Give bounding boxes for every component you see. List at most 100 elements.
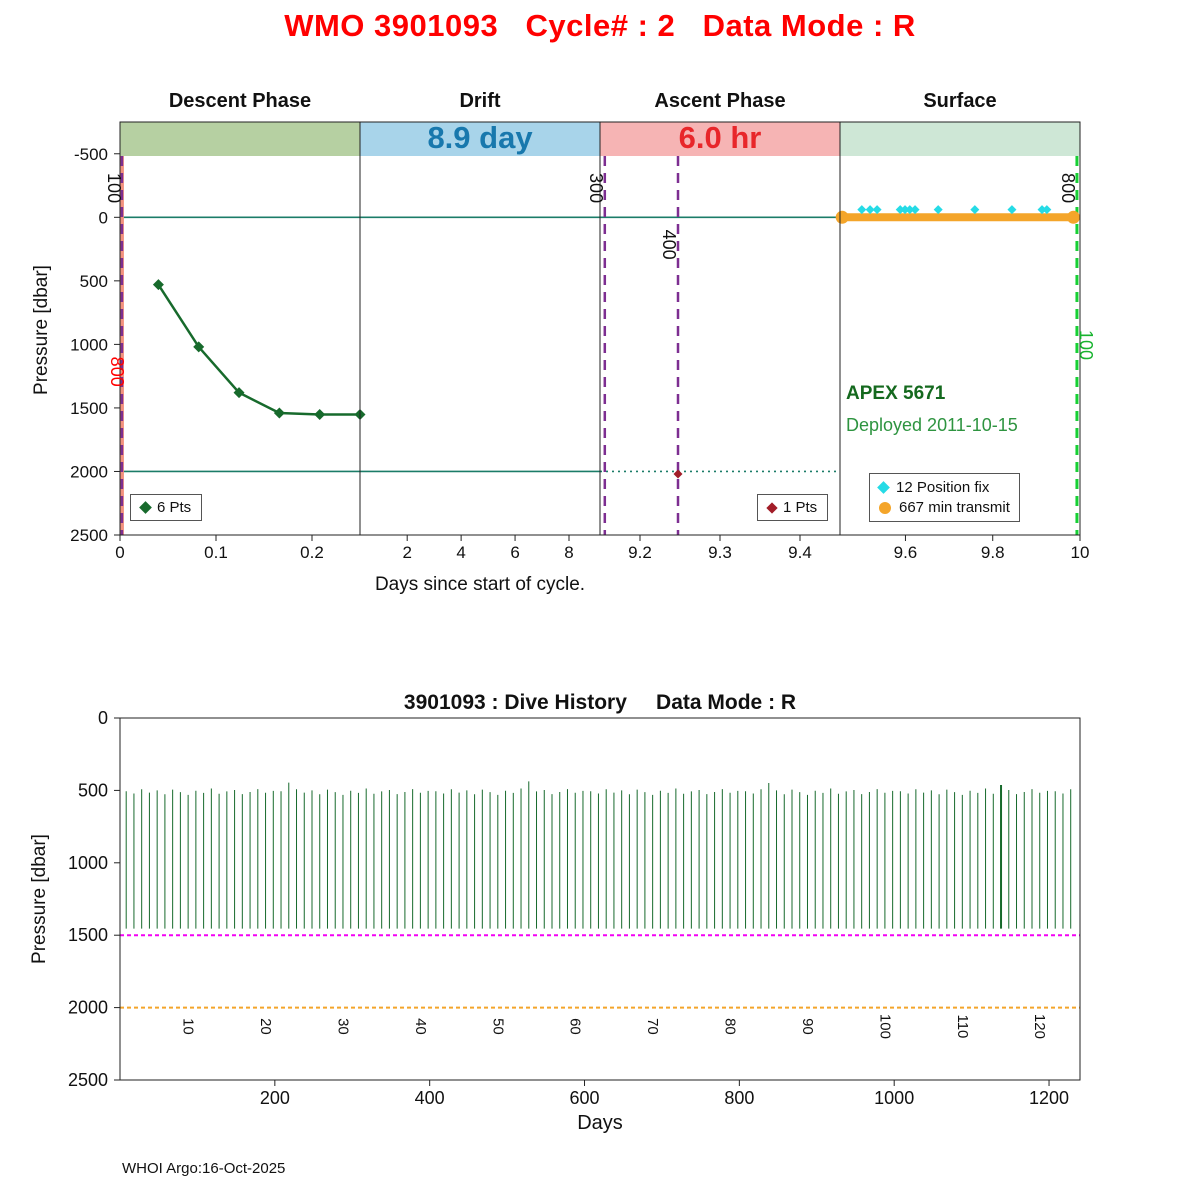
cycle-number-label: 60 — [567, 1018, 584, 1035]
x-tick-label: 6 — [510, 543, 519, 562]
y-tick-label: 0 — [99, 208, 108, 227]
cycle-number-label: 110 — [954, 1014, 971, 1038]
cycle-number-label: 80 — [722, 1018, 739, 1035]
position-fix-series-marker-icon — [857, 205, 867, 215]
x-tick-label: 400 — [415, 1088, 445, 1108]
surface-transmit-series-marker-icon — [1066, 210, 1080, 224]
bottom-chart-xlabel: Days — [577, 1112, 623, 1134]
y-tick-label: 1000 — [68, 853, 108, 873]
position-fix-series-marker-icon — [1037, 205, 1047, 215]
y-tick-label: 2000 — [68, 998, 108, 1018]
dive-profile-spikes — [125, 781, 1072, 929]
position-fix-series-marker-icon — [1042, 205, 1052, 215]
x-tick-label: 0.2 — [300, 543, 324, 562]
depth-event-label: 400 — [659, 230, 679, 260]
depth-event-label: 300 — [586, 173, 606, 203]
cycle-number-label: 100 — [876, 1014, 893, 1039]
ascent-duration-label: 6.0 hr — [678, 120, 762, 155]
position-fix-series-marker-icon — [910, 205, 920, 215]
ascent-points-legend: 1 Pts — [757, 494, 829, 521]
ascent-point-series-marker-icon — [673, 469, 683, 479]
phase-title-descent: Descent Phase — [168, 90, 312, 112]
descent-profile-series-marker-icon — [273, 407, 285, 419]
position-fix-series-marker-icon — [895, 205, 905, 215]
y-tick-label: 1500 — [68, 925, 108, 945]
x-tick-label: 1200 — [1029, 1088, 1069, 1108]
x-tick-label: 600 — [569, 1088, 599, 1108]
x-tick-label: 800 — [724, 1088, 754, 1108]
surface-legend-row-position: 12 Position fix — [877, 479, 990, 496]
cycle-number-label: 120 — [1031, 1014, 1048, 1039]
descent-points-legend: 6 Pts — [130, 494, 203, 521]
bottom-chart-ylabel: Pressure [dbar] — [29, 834, 50, 964]
x-tick-label: 0.1 — [204, 543, 228, 562]
y-tick-label: 500 — [80, 272, 108, 291]
position-fix-series-marker-icon — [900, 205, 910, 215]
y-tick-label: 2500 — [68, 1070, 108, 1090]
surface-legend-row-transmit: 667 min transmit — [879, 499, 1010, 516]
descent-legend-label: 6 Pts — [157, 499, 192, 516]
descent-profile-series-marker-icon — [152, 279, 164, 291]
top-chart-ylabel: Pressure [dbar] — [31, 265, 52, 395]
cycle-number-label: 20 — [257, 1018, 274, 1035]
x-tick-label: 10 — [1071, 543, 1090, 562]
position-fix-marker-icon — [877, 481, 890, 494]
y-tick-label: -500 — [74, 145, 108, 164]
depth-event-label: 800 — [1058, 173, 1078, 203]
transmit-legend-label: 667 min transmit — [899, 499, 1010, 516]
phase-band — [360, 122, 600, 156]
top-chart-xlabel: Days since start of cycle. — [374, 574, 586, 595]
x-tick-label: 200 — [260, 1088, 290, 1108]
y-tick-label: 0 — [98, 708, 108, 728]
x-tick-label: 9.3 — [708, 543, 732, 562]
position-fix-legend-label: 12 Position fix — [896, 479, 990, 496]
x-tick-label: 8 — [564, 543, 573, 562]
x-tick-label: 9.4 — [788, 543, 812, 562]
cycle-timeline-chart: 0 0.1 0.2 2 4 6 8 9.2 9.3 9.4 9.6 9.8 10 -500 0 500 1000… — [70, 121, 1096, 562]
plot-box — [119, 717, 1081, 1081]
y-tick-label: 1500 — [70, 399, 108, 418]
float-model-label: APEX 5671 — [846, 383, 946, 404]
position-fix-series-marker-icon — [872, 205, 882, 215]
dive-history-chart: 200 400 600 800 1000 1200 0 500 1000 1500 2000 2500… — [68, 708, 1081, 1108]
descent-marker-icon — [139, 501, 152, 514]
surface-transmit-series-marker-icon — [835, 210, 849, 224]
cycle-number-label: 90 — [799, 1018, 816, 1035]
descent-profile-series-marker-icon — [193, 341, 205, 353]
footer-credit: WHOI Argo:16-Oct-2025 — [122, 1160, 286, 1177]
cycle-number-label: 50 — [489, 1018, 506, 1035]
y-tick-label: 500 — [78, 780, 108, 800]
descent-profile-series-marker-icon — [233, 387, 245, 399]
position-fix-series-marker-icon — [1007, 205, 1017, 215]
phase-title-ascent: Ascent Phase — [654, 90, 786, 112]
surface-transmit-series — [835, 210, 1080, 224]
x-tick-label: 9.6 — [894, 543, 918, 562]
position-fix-series — [857, 205, 1052, 215]
phase-title-drift: Drift — [459, 90, 501, 112]
phase-band — [120, 122, 360, 156]
phase-title-surface: Surface — [923, 90, 997, 112]
cycle-number-label: 10 — [180, 1018, 197, 1035]
phase-band — [600, 122, 840, 156]
position-fix-series-marker-icon — [933, 205, 943, 215]
x-tick-label: 9.2 — [628, 543, 652, 562]
plot-box — [119, 121, 1081, 536]
phase-band — [840, 122, 1080, 156]
surface-legend: 12 Position fix 667 min transmit — [869, 473, 1020, 522]
x-tick-label: 9.8 — [981, 543, 1005, 562]
deployed-date-label: Deployed 2011-10-15 — [846, 415, 1018, 435]
ascent-point-series — [673, 469, 683, 479]
y-tick-label: 2000 — [70, 462, 108, 481]
y-tick-label: 1000 — [70, 335, 108, 354]
depth-event-label: 800 — [107, 357, 127, 387]
ascent-marker-icon — [766, 501, 778, 514]
depth-event-label: 100 — [1076, 330, 1096, 360]
cycle-number-label: 70 — [644, 1018, 661, 1035]
x-tick-label: 1000 — [874, 1088, 914, 1108]
cycle-number-label: 40 — [412, 1018, 429, 1035]
descent-profile-series-line — [157, 283, 362, 416]
position-fix-series-marker-icon — [905, 205, 915, 215]
x-tick-label: 2 — [402, 543, 411, 562]
cycle-number-label: 30 — [334, 1018, 351, 1035]
